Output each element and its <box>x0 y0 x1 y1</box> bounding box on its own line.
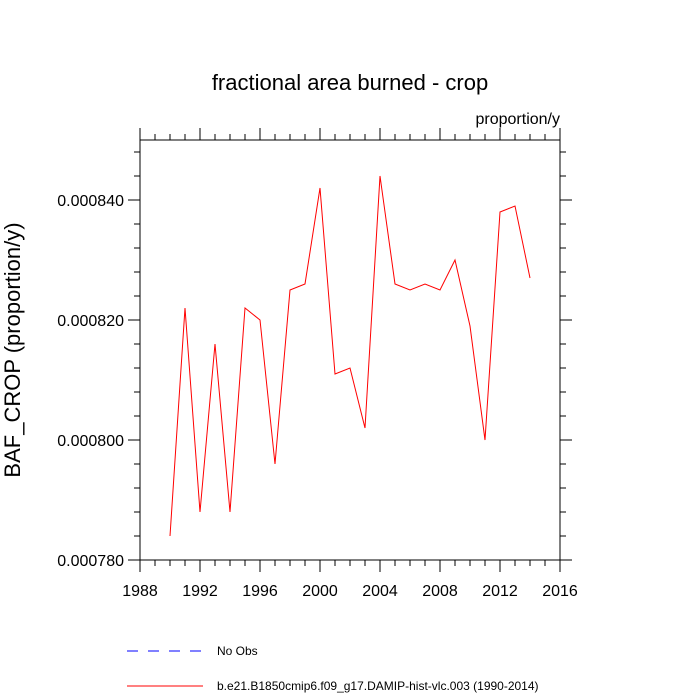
legend-label-0: No Obs <box>217 644 258 658</box>
x-tick-label: 2016 <box>542 583 578 600</box>
legend-label-1: b.e21.B1850cmip6.f09_g17.DAMIP-hist-vlc.… <box>217 679 539 693</box>
chart-title: fractional area burned - crop <box>212 70 488 95</box>
x-tick-label: 2012 <box>482 583 518 600</box>
x-tick-label: 2008 <box>422 583 458 600</box>
y-axis-label: BAF_CROP (proportion/y) <box>0 222 25 477</box>
y-tick-label: 0.000840 <box>57 193 124 210</box>
legend: No Obs b.e21.B1850cmip6.f09_g17.DAMIP-his… <box>127 644 539 693</box>
y-tick-label: 0.000780 <box>57 553 124 570</box>
y-tick-label: 0.000800 <box>57 433 124 450</box>
series-line-0 <box>169 175 531 537</box>
x-tick-label: 1996 <box>242 583 278 600</box>
y-tick-label: 0.000820 <box>57 313 124 330</box>
plot-frame <box>139 139 561 561</box>
units-label: proportion/y <box>476 111 561 128</box>
series-group <box>169 175 531 537</box>
axis-ticks: 1988 1992 1996 2000 2004 2008 2012 2016 0.000780… <box>57 128 578 600</box>
x-tick-label: 1992 <box>182 583 218 600</box>
x-tick-label: 2004 <box>362 583 398 600</box>
x-tick-label: 2000 <box>302 583 338 600</box>
x-tick-label: 1988 <box>122 583 158 600</box>
